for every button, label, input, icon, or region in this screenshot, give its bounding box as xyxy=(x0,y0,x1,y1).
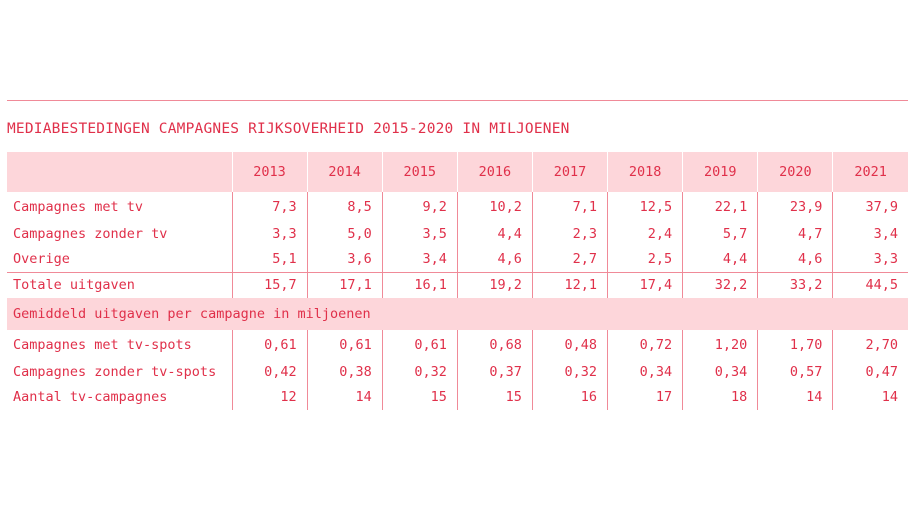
table-row: Campagnes met tv-spots 0,61 0,61 0,61 0,68 0,… xyxy=(7,330,908,360)
table-cell: 15,7 xyxy=(231,272,308,298)
table-cell: 44,5 xyxy=(832,272,908,298)
table-cell: 14 xyxy=(832,385,908,410)
table-cell: 37,9 xyxy=(832,192,908,222)
table-cell: 3,6 xyxy=(306,247,383,273)
table-cell: 3,3 xyxy=(231,222,308,247)
table-cell: 0,72 xyxy=(607,330,683,360)
table-cell: 4,7 xyxy=(757,222,833,247)
top-rule xyxy=(7,100,908,101)
table-cell: 9,2 xyxy=(381,192,458,222)
table-cell: 15 xyxy=(456,385,533,410)
table-row: Totale uitgaven 15,7 17,1 16,1 19,2 12,1 17,4 3… xyxy=(7,272,908,298)
table-row: Overige 5,1 3,6 3,4 4,6 2,7 2,5 4,4 4,6 3,3 xyxy=(7,247,908,273)
table-cell: 0,57 xyxy=(757,360,833,385)
table-cell: 7,1 xyxy=(531,192,608,222)
table-cell: 14 xyxy=(306,385,383,410)
row-label: Overige xyxy=(13,251,70,267)
table-cell: 19,2 xyxy=(456,272,533,298)
table-cell: 0,37 xyxy=(456,360,533,385)
table-cell: 12 xyxy=(231,385,308,410)
table-cell: 0,34 xyxy=(682,360,758,385)
table-cell: 16,1 xyxy=(381,272,458,298)
table-row: Campagnes zonder tv 3,3 5,0 3,5 4,4 2,3 2,4 5,7… xyxy=(7,222,908,247)
row-label: Campagnes met tv xyxy=(13,199,144,215)
year-header-2017: 2017 xyxy=(531,152,608,192)
table-cell: 16 xyxy=(531,385,608,410)
table-cell: 0,48 xyxy=(531,330,608,360)
table-cell: 12,1 xyxy=(531,272,608,298)
table-cell: 3,4 xyxy=(832,222,908,247)
section-heading-row: Gemiddeld uitgaven per campagne in miljo… xyxy=(7,298,908,330)
table-cell: 0,61 xyxy=(231,330,308,360)
table-cell: 0,61 xyxy=(381,330,458,360)
year-header-2013: 2013 xyxy=(231,152,308,192)
table-row: Campagnes zonder tv-spots 0,42 0,38 0,32 0,3… xyxy=(7,360,908,385)
data-table: 2013 2014 2015 2016 2017 2018 2019 2020 2021 Cam… xyxy=(7,152,908,410)
table-cell: 1,20 xyxy=(682,330,758,360)
table-cell: 0,32 xyxy=(531,360,608,385)
table-cell: 32,2 xyxy=(682,272,758,298)
section-heading: Gemiddeld uitgaven per campagne in miljo… xyxy=(7,298,908,330)
table-cell: 5,0 xyxy=(306,222,383,247)
year-header-2014: 2014 xyxy=(306,152,383,192)
table-cell: 4,4 xyxy=(456,222,533,247)
table-cell: 5,1 xyxy=(231,247,308,273)
table-cell: 0,68 xyxy=(456,330,533,360)
table-cell: 8,5 xyxy=(306,192,383,222)
table-cell: 2,5 xyxy=(607,247,683,273)
table-cell: 0,47 xyxy=(832,360,908,385)
table-cell: 3,5 xyxy=(381,222,458,247)
header-corner xyxy=(7,152,232,192)
table-cell: 0,32 xyxy=(381,360,458,385)
year-header-row: 2013 2014 2015 2016 2017 2018 2019 2020 2021 xyxy=(7,152,908,192)
table-cell: 3,3 xyxy=(832,247,908,273)
table-cell: 2,7 xyxy=(531,247,608,273)
table-cell: 23,9 xyxy=(757,192,833,222)
table-cell: 2,4 xyxy=(607,222,683,247)
year-header-2019: 2019 xyxy=(682,152,758,192)
table-cell: 22,1 xyxy=(682,192,758,222)
table-title: MEDIABESTEDINGEN CAMPAGNES RIJKSOVERHEID… xyxy=(7,121,570,137)
table-cell: 1,70 xyxy=(757,330,833,360)
table-cell: 10,2 xyxy=(456,192,533,222)
table-cell: 33,2 xyxy=(757,272,833,298)
row-label: Totale uitgaven xyxy=(7,272,232,298)
year-header-2021: 2021 xyxy=(832,152,908,192)
table-cell: 4,6 xyxy=(456,247,533,273)
table-cell: 0,42 xyxy=(231,360,308,385)
row-label: Campagnes met tv-spots xyxy=(13,337,192,353)
year-header-2015: 2015 xyxy=(381,152,458,192)
year-header-2020: 2020 xyxy=(757,152,833,192)
table-cell: 2,3 xyxy=(531,222,608,247)
table-cell: 0,34 xyxy=(607,360,683,385)
table-cell: 12,5 xyxy=(607,192,683,222)
table-cell: 4,6 xyxy=(757,247,833,273)
table-cell: 7,3 xyxy=(231,192,308,222)
year-header-2018: 2018 xyxy=(607,152,683,192)
table-cell: 0,61 xyxy=(306,330,383,360)
table-cell: 17,4 xyxy=(607,272,683,298)
table-row: Campagnes met tv 7,3 8,5 9,2 10,2 7,1 12,5 22,1… xyxy=(7,192,908,222)
row-label: Campagnes zonder tv-spots xyxy=(13,364,217,380)
row-label: Aantal tv-campagnes xyxy=(13,389,168,405)
table-cell: 4,4 xyxy=(682,247,758,273)
row-label: Campagnes zonder tv xyxy=(13,226,168,242)
table-cell: 3,4 xyxy=(381,247,458,273)
table-cell: 17 xyxy=(607,385,683,410)
table-cell: 0,38 xyxy=(306,360,383,385)
year-header-2016: 2016 xyxy=(456,152,533,192)
table-cell: 17,1 xyxy=(306,272,383,298)
table-cell: 5,7 xyxy=(682,222,758,247)
table-row: Aantal tv-campagnes 12 14 15 15 16 17 18 14 14 xyxy=(7,385,908,410)
table-cell: 14 xyxy=(757,385,833,410)
table-cell: 18 xyxy=(682,385,758,410)
table-cell: 2,70 xyxy=(832,330,908,360)
table-cell: 15 xyxy=(381,385,458,410)
